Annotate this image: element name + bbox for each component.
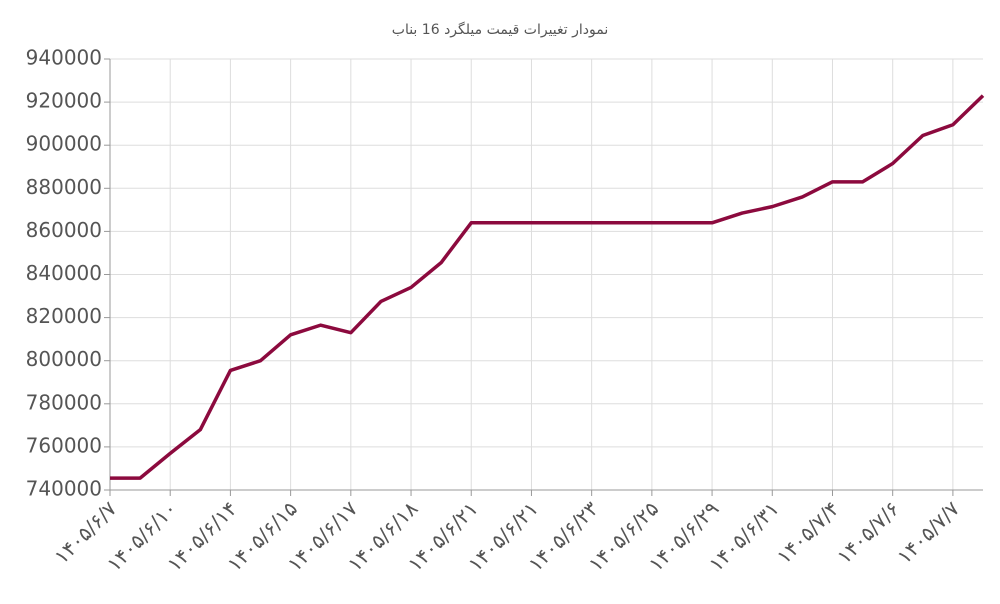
y-tick-label: 760000 (26, 433, 102, 457)
y-tick-label: 740000 (26, 477, 102, 501)
x-tick-label: ۱۴۰۵/۷/۴ (772, 496, 844, 568)
y-tick-label: 880000 (26, 175, 102, 199)
y-tick-label: 920000 (26, 89, 102, 113)
x-tick-label: ۱۴۰۵/۷/۷ (892, 496, 964, 568)
y-tick-label: 800000 (26, 347, 102, 371)
x-tick-label: ۱۴۰۵/۷/۶ (832, 496, 904, 568)
y-tick-label: 780000 (26, 390, 102, 414)
line (110, 94, 985, 480)
y-tick-label: 860000 (26, 218, 102, 242)
y-tick-label: 940000 (26, 46, 102, 70)
y-tick-label: 840000 (26, 261, 102, 285)
chart-title: نمودار تغییرات قیمت میلگرد 16 بناب (392, 21, 608, 38)
y-tick-label: 820000 (26, 304, 102, 328)
y-tick-label: 900000 (26, 132, 102, 156)
